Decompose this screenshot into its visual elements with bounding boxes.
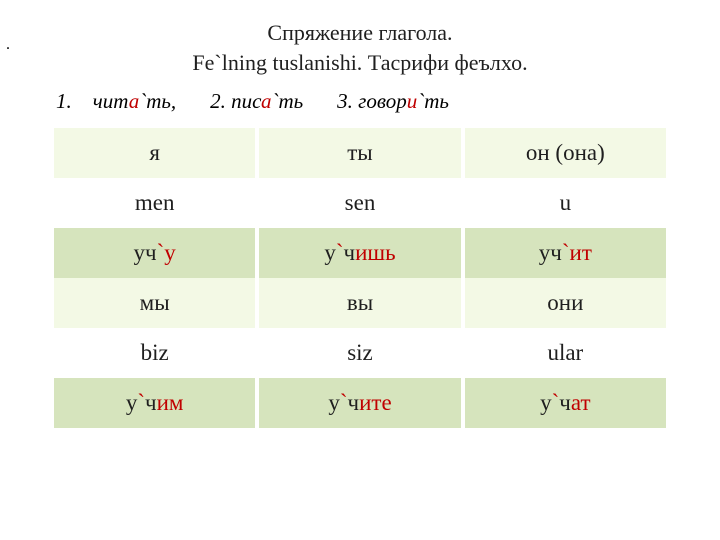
- conj-stem: у: [324, 240, 336, 265]
- pronoun-ru-my: мы: [54, 278, 255, 328]
- verb1-num: 1.: [56, 89, 72, 113]
- accent-mark: `: [336, 240, 344, 265]
- conj-stem: уч: [134, 240, 157, 265]
- conj-mid: ч: [348, 390, 360, 415]
- conj-ending: у: [164, 240, 176, 265]
- table-row: men sen u: [54, 178, 666, 228]
- conj-2sg: у`чишь: [259, 228, 460, 278]
- verb2-num: 2.: [210, 89, 226, 113]
- title-line2: Fe`lning tuslanishi. Тасрифи феълхо.: [192, 50, 527, 75]
- table-row: уч`у у`чишь уч`ит: [54, 228, 666, 278]
- title-line1: Спряжение глагола.: [267, 20, 452, 45]
- accent-mark: `: [137, 390, 145, 415]
- pronoun-ru-ya: я: [54, 128, 255, 178]
- pronoun-uz-men: men: [54, 178, 255, 228]
- conj-ending: ит: [570, 240, 592, 265]
- accent-mark: `: [340, 390, 348, 415]
- conj-3sg: уч`ит: [465, 228, 666, 278]
- table-row: я ты он (она): [54, 128, 666, 178]
- pronoun-ru-on: он (она): [465, 128, 666, 178]
- verb3-num: 3.: [337, 89, 353, 113]
- verb-1: 1. чита`ть,: [56, 89, 176, 114]
- verb1-end: `ть,: [139, 89, 176, 113]
- conj-mid: ч: [344, 240, 356, 265]
- slide-title: Спряжение глагола. Fe`lning tuslanishi. …: [50, 18, 670, 77]
- conj-stem: уч: [539, 240, 562, 265]
- conj-mid: ч: [145, 390, 157, 415]
- verb3-end: `ть: [417, 89, 449, 113]
- pronoun-uz-siz: siz: [259, 328, 460, 378]
- pronoun-uz-u: u: [465, 178, 666, 228]
- conj-2pl: у`чите: [259, 378, 460, 428]
- pronoun-uz-sen: sen: [259, 178, 460, 228]
- conj-mid: ч: [559, 390, 571, 415]
- table-row: у`чим у`чите у`чат: [54, 378, 666, 428]
- table-row: мы вы они: [54, 278, 666, 328]
- bullet-dot: .: [6, 36, 10, 54]
- conj-ending: им: [157, 390, 184, 415]
- verb-3: 3. говори`ть: [337, 89, 449, 114]
- conj-stem: у: [540, 390, 552, 415]
- conj-1sg: уч`у: [54, 228, 255, 278]
- accent-mark: `: [562, 240, 570, 265]
- pronoun-ru-oni: они: [465, 278, 666, 328]
- verb-2: 2. писа`ть: [210, 89, 303, 114]
- conjugation-table: я ты он (она) men sen u уч`у у`чишь уч`и…: [50, 128, 670, 428]
- conj-ending: ите: [359, 390, 392, 415]
- conj-1pl: у`чим: [54, 378, 255, 428]
- verb1-highlight: а: [129, 89, 140, 113]
- conj-ending: ат: [571, 390, 591, 415]
- pronoun-uz-ular: ular: [465, 328, 666, 378]
- pronoun-ru-vy: вы: [259, 278, 460, 328]
- slide-container: Спряжение глагола. Fe`lning tuslanishi. …: [0, 0, 720, 448]
- verb2-highlight: а: [261, 89, 272, 113]
- conj-stem: у: [126, 390, 138, 415]
- conj-stem: у: [328, 390, 340, 415]
- pronoun-ru-ty: ты: [259, 128, 460, 178]
- conj-3pl: у`чат: [465, 378, 666, 428]
- verbs-list: 1. чита`ть, 2. писа`ть 3. говори`ть: [50, 89, 670, 114]
- verb2-end: `ть: [271, 89, 303, 113]
- verb1-stem: чит: [93, 89, 129, 113]
- table-row: biz siz ular: [54, 328, 666, 378]
- verb2-stem: пис: [231, 89, 261, 113]
- verb3-stem: говор: [358, 89, 407, 113]
- pronoun-uz-biz: biz: [54, 328, 255, 378]
- conj-ending: ишь: [355, 240, 396, 265]
- verb3-highlight: и: [407, 89, 418, 113]
